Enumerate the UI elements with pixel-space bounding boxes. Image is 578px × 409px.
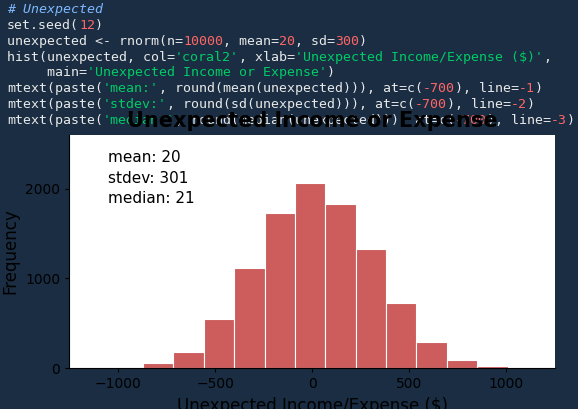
Text: ), line=: ), line= <box>447 98 511 111</box>
Text: # Unexpected: # Unexpected <box>7 3 103 16</box>
Text: -700: -700 <box>455 114 487 127</box>
Text: 'median:': 'median:' <box>103 114 175 127</box>
Text: mtext(paste(: mtext(paste( <box>7 82 103 95</box>
Bar <box>416 342 447 368</box>
Text: 'mean:': 'mean:' <box>103 82 159 95</box>
Text: mtext(paste(: mtext(paste( <box>7 114 103 127</box>
Text: 'Unexpected Income/Expense ($)': 'Unexpected Income/Expense ($)' <box>295 51 543 63</box>
Text: mtext(paste(: mtext(paste( <box>7 98 103 111</box>
Bar <box>173 352 204 368</box>
Bar <box>386 303 416 368</box>
Text: mean: 20: mean: 20 <box>108 150 181 165</box>
Text: unexpected <- rnorm(n=: unexpected <- rnorm(n= <box>7 35 183 48</box>
Text: median: 21: median: 21 <box>108 191 195 207</box>
Bar <box>234 267 265 368</box>
Title: Unexpected Income or Expense: Unexpected Income or Expense <box>127 111 498 130</box>
Bar <box>204 319 234 368</box>
Text: 300: 300 <box>335 35 359 48</box>
Text: -700: -700 <box>415 98 447 111</box>
Text: , round(mean(unexpected))), at=c(: , round(mean(unexpected))), at=c( <box>159 82 423 95</box>
Text: main=: main= <box>7 66 87 79</box>
Text: ): ) <box>567 114 575 127</box>
Bar <box>295 183 325 368</box>
Text: 20: 20 <box>279 35 295 48</box>
Text: 'stdev:': 'stdev:' <box>103 98 167 111</box>
Text: -1: -1 <box>519 82 535 95</box>
Text: ): ) <box>535 82 543 95</box>
Text: ): ) <box>359 35 367 48</box>
Text: , round(median(unexpected))), at=c(: , round(median(unexpected))), at=c( <box>175 114 455 127</box>
Bar <box>325 204 355 368</box>
Text: 'Unexpected Income or Expense': 'Unexpected Income or Expense' <box>87 66 327 79</box>
Text: ), line=: ), line= <box>455 82 519 95</box>
Text: , round(sd(unexpected))), at=c(: , round(sd(unexpected))), at=c( <box>167 98 415 111</box>
Text: , sd=: , sd= <box>295 35 335 48</box>
Text: ): ) <box>95 19 103 32</box>
Text: ): ) <box>527 98 535 111</box>
Bar <box>355 249 386 368</box>
Text: 'coral2': 'coral2' <box>175 51 239 63</box>
Bar <box>477 366 507 368</box>
Y-axis label: Frequency: Frequency <box>2 209 20 294</box>
Text: 12: 12 <box>79 19 95 32</box>
Text: ), line=: ), line= <box>487 114 551 127</box>
Text: , xlab=: , xlab= <box>239 51 295 63</box>
Text: -700: -700 <box>423 82 455 95</box>
Text: ): ) <box>327 66 335 79</box>
Text: ,: , <box>543 51 551 63</box>
Text: set.seed(: set.seed( <box>7 19 79 32</box>
Text: hist(unexpected, col=: hist(unexpected, col= <box>7 51 175 63</box>
Text: stdev: 301: stdev: 301 <box>108 171 188 186</box>
Text: -2: -2 <box>511 98 527 111</box>
Bar <box>447 360 477 368</box>
Bar <box>265 213 295 368</box>
Text: 10000: 10000 <box>183 35 223 48</box>
Bar <box>143 364 173 368</box>
X-axis label: Unexpected Income/Expense ($): Unexpected Income/Expense ($) <box>177 397 447 409</box>
Text: , mean=: , mean= <box>223 35 279 48</box>
Bar <box>113 367 143 368</box>
Text: -3: -3 <box>551 114 567 127</box>
